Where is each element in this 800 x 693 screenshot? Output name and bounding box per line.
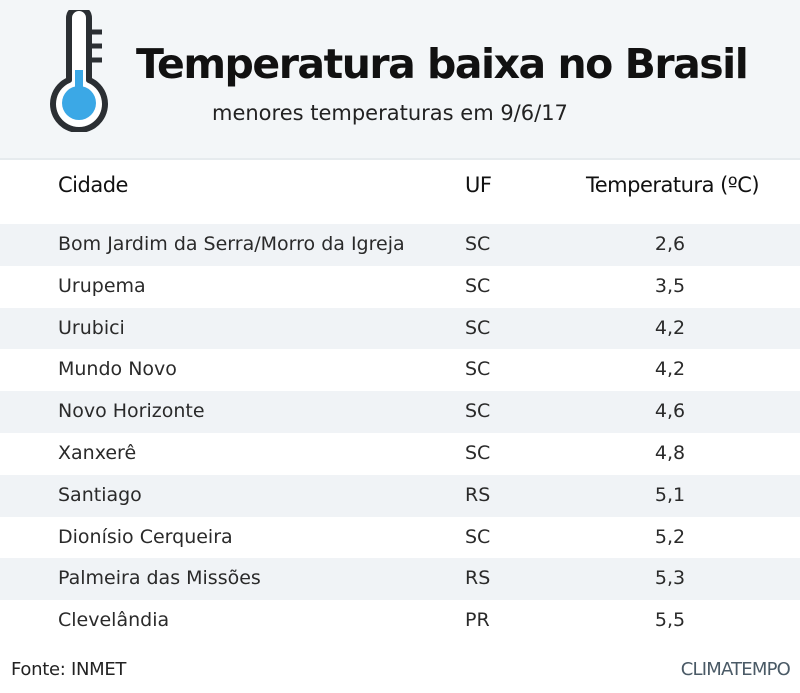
page-subtitle: menores temperaturas em 9/6/17	[212, 101, 568, 125]
temperature-cell: 5,1	[654, 483, 686, 506]
header: Temperatura baixa no Brasil menores temp…	[0, 0, 800, 160]
uf-cell: SC	[465, 358, 491, 381]
temperature-cell: 4,8	[654, 441, 686, 464]
table-row: Urupema SC 3,5	[0, 265, 800, 308]
city-cell: Novo Horizonte	[58, 400, 205, 423]
table-row: Mundo Novo SC 4,2	[0, 349, 800, 392]
city-cell: Mundo Novo	[58, 358, 177, 381]
uf-cell: SC	[465, 525, 491, 548]
city-cell: Santiago	[58, 483, 142, 506]
city-cell: Clevelândia	[58, 609, 170, 632]
table-row: Santiago RS 5,1	[0, 474, 800, 517]
temperature-cell: 5,2	[654, 525, 686, 548]
column-header-temperature: Temperatura (ºC)	[586, 173, 760, 197]
uf-cell: SC	[465, 274, 491, 297]
uf-cell: SC	[465, 316, 491, 339]
table-row: Dionísio Cerqueira SC 5,2	[0, 516, 800, 559]
table-row: Xanxerê SC 4,8	[0, 432, 800, 475]
table-row: Bom Jardim da Serra/Morro da Igreja SC 2…	[0, 224, 800, 266]
uf-cell: RS	[465, 483, 491, 506]
thermometer-icon	[50, 10, 108, 132]
uf-cell: SC	[465, 400, 491, 423]
city-cell: Urupema	[58, 274, 146, 297]
temperature-table: Bom Jardim da Serra/Morro da Igreja SC 2…	[0, 224, 800, 642]
table-row: Clevelândia PR 5,5	[0, 600, 800, 642]
table-row: Novo Horizonte SC 4,6	[0, 391, 800, 433]
city-cell: Xanxerê	[58, 441, 137, 464]
uf-cell: SC	[465, 233, 491, 255]
temperature-cell: 2,6	[654, 233, 686, 255]
page-title: Temperatura baixa no Brasil	[136, 40, 749, 88]
brand-logo: CLIMATEMPO	[680, 659, 791, 680]
temperature-cell: 4,2	[654, 358, 686, 381]
city-cell: Bom Jardim da Serra/Morro da Igreja	[58, 233, 405, 255]
column-header-uf: UF	[465, 173, 492, 197]
source-note: Fonte: INMET	[11, 659, 127, 680]
uf-cell: RS	[465, 567, 491, 590]
temperature-cell: 5,3	[654, 567, 686, 590]
temperature-cell: 4,2	[654, 316, 686, 339]
temperature-cell: 5,5	[654, 609, 686, 632]
table-row: Palmeira das Missões RS 5,3	[0, 558, 800, 601]
temperature-cell: 3,5	[654, 274, 686, 297]
city-cell: Dionísio Cerqueira	[58, 525, 233, 548]
city-cell: Urubici	[58, 316, 125, 339]
temperature-cell: 4,6	[654, 400, 686, 423]
uf-cell: PR	[465, 609, 490, 632]
city-cell: Palmeira das Missões	[58, 567, 261, 590]
column-header-city: Cidade	[58, 173, 128, 197]
table-row: Urubici SC 4,2	[0, 307, 800, 350]
uf-cell: SC	[465, 441, 491, 464]
